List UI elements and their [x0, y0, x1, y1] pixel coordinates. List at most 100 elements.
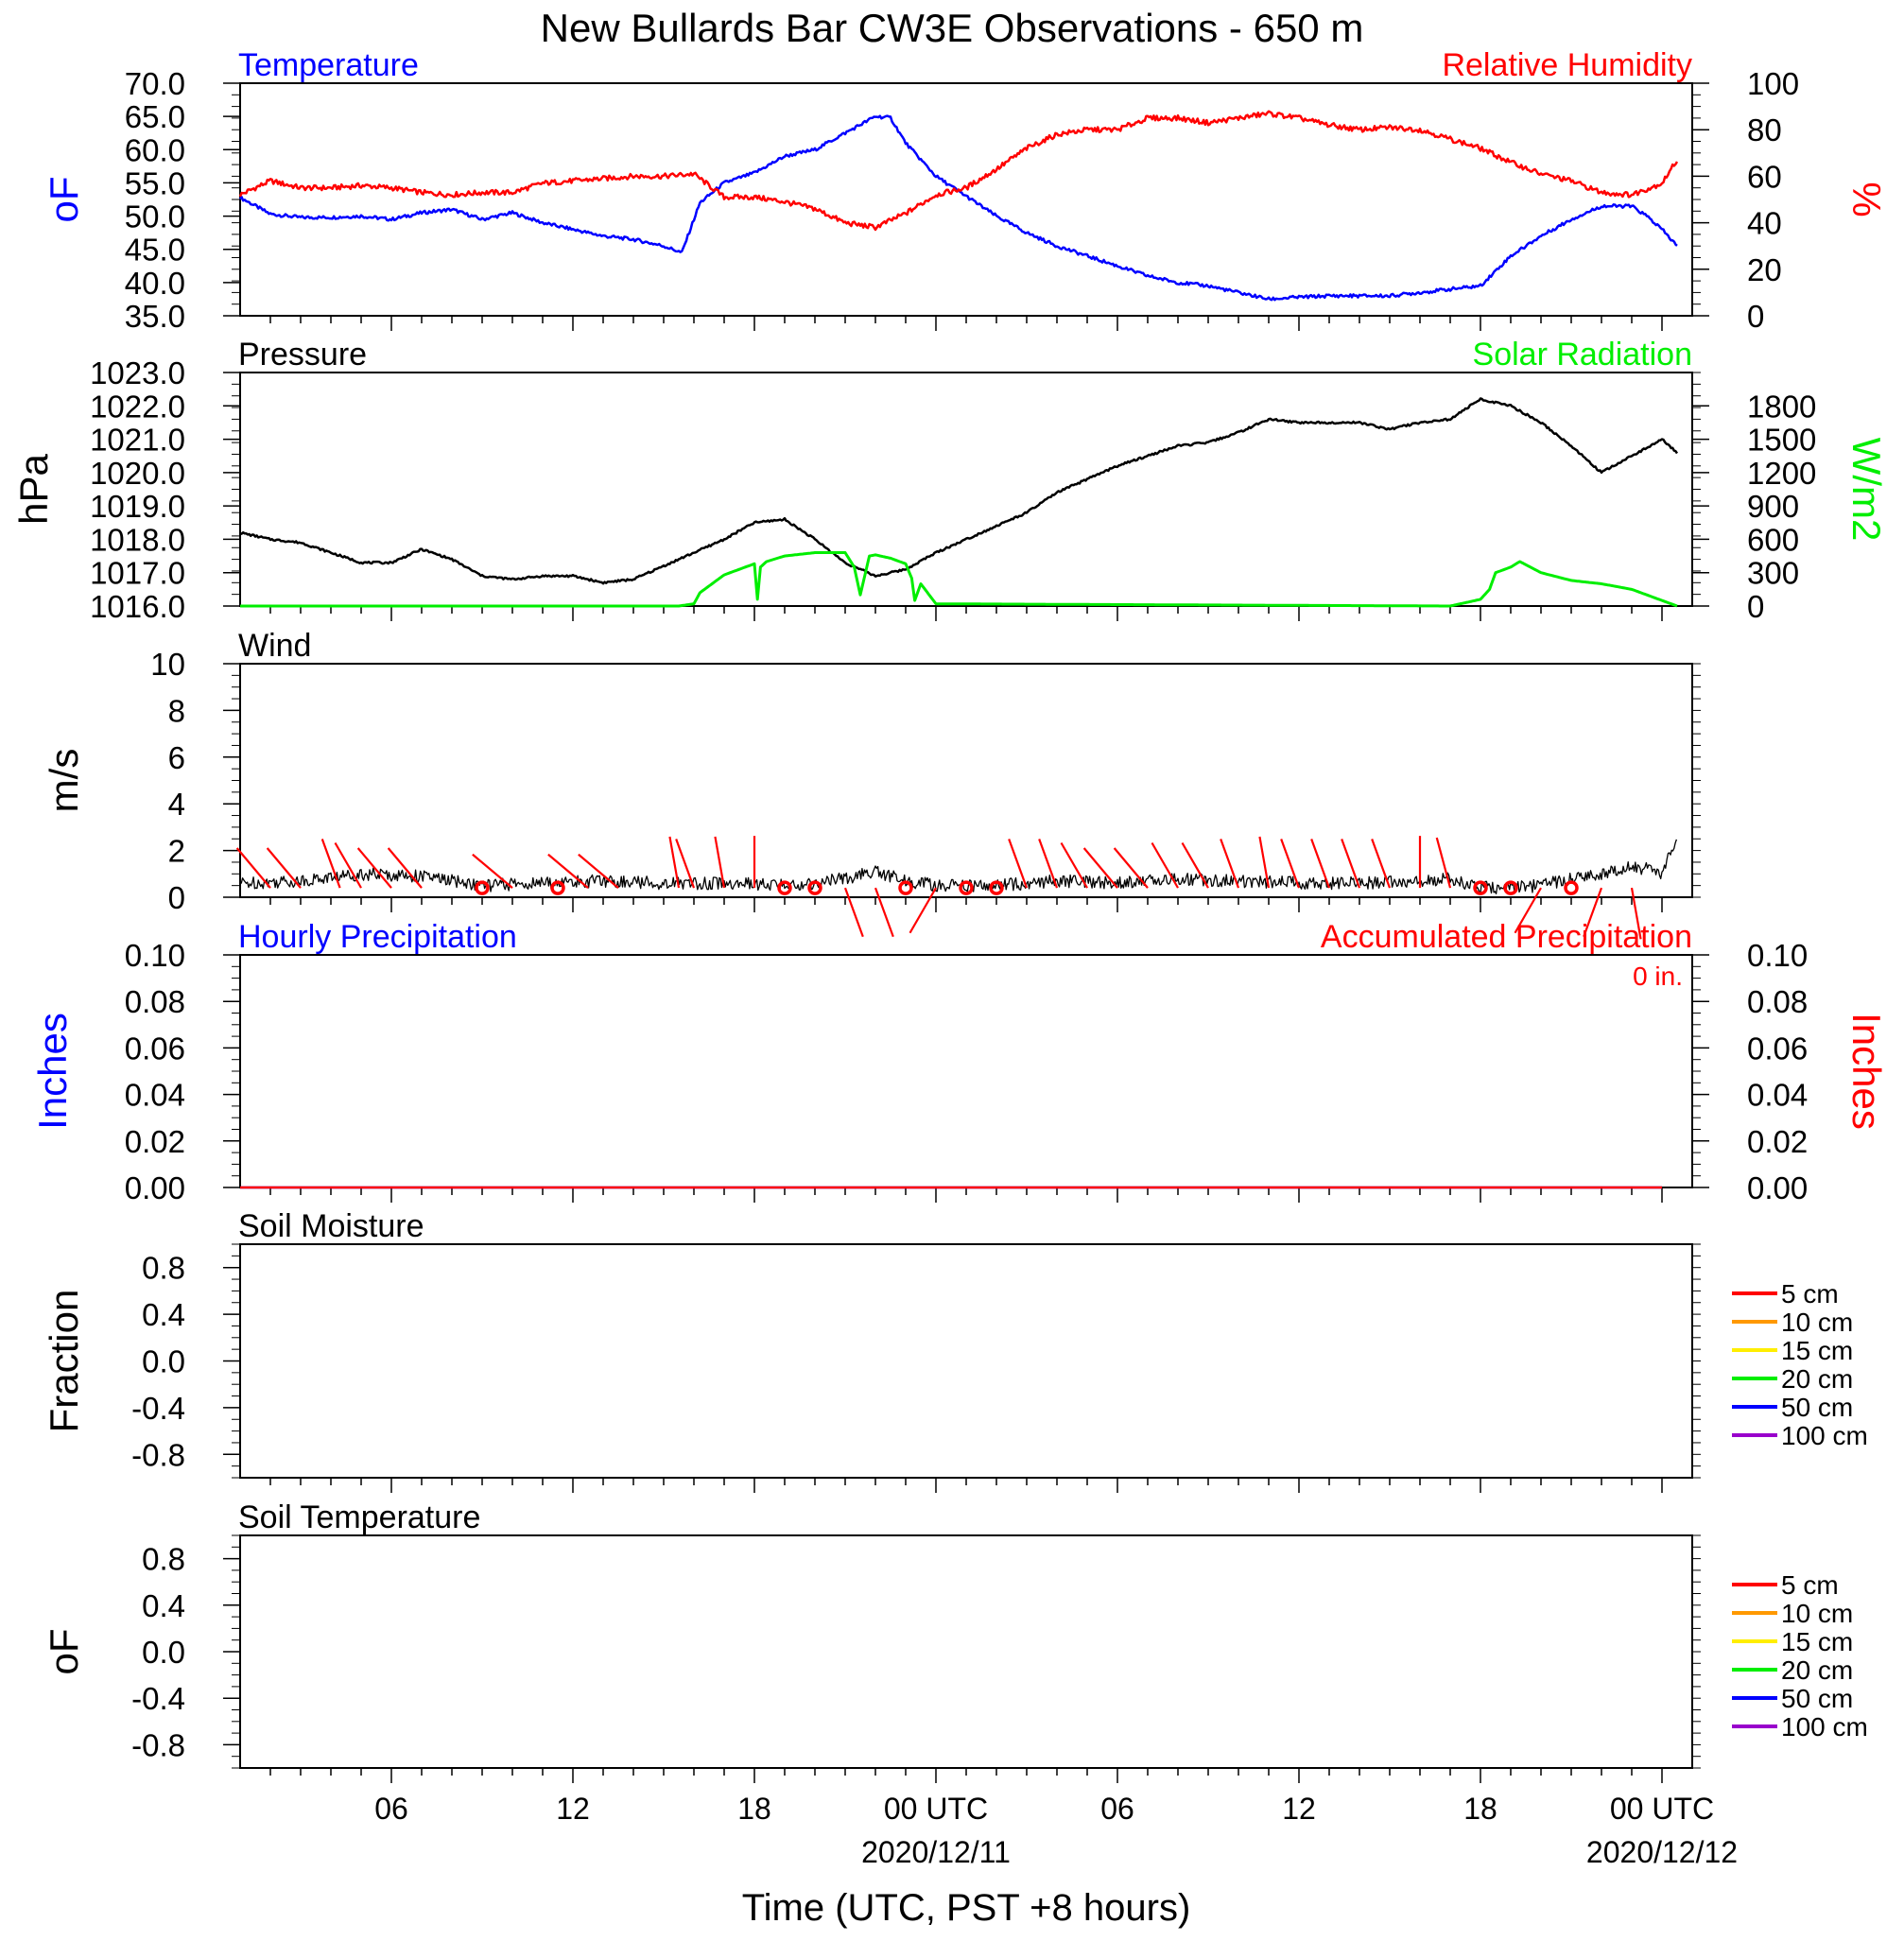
y-right-tick-label: 300 — [1747, 556, 1799, 591]
y-right-tick-label: 0.06 — [1747, 1031, 1808, 1066]
panels: 35.040.045.050.055.060.065.070.0Temperat… — [11, 47, 1889, 1869]
wind-barb — [1341, 839, 1361, 889]
wind-barb — [472, 853, 513, 889]
legend-label: 5 cm — [1781, 1279, 1839, 1308]
y-right-tick-label: 1200 — [1747, 456, 1816, 491]
y-right-tick-label: 600 — [1747, 522, 1799, 557]
y-left-tick-label: 0 — [168, 880, 185, 915]
y-right-tick-label: 1500 — [1747, 423, 1816, 458]
panel-title-left: Hourly Precipitation — [238, 919, 517, 955]
panel-title-left: Pressure — [238, 337, 367, 373]
y-left-tick-label: 40.0 — [125, 266, 185, 301]
y-left-tick-label: 0.08 — [125, 984, 185, 1019]
wind-barb — [1514, 887, 1542, 934]
accumulated-total-label: 0 in. — [1633, 962, 1683, 991]
legend-label: 15 cm — [1781, 1627, 1853, 1656]
panel-title-right: Relative Humidity — [1442, 47, 1692, 83]
wind-barb-calm — [989, 880, 1004, 895]
wind-barb — [235, 847, 271, 889]
y-left-tick-label: 1018.0 — [90, 522, 185, 557]
wind-barb — [909, 887, 937, 934]
wind-barb-calm — [475, 880, 490, 895]
wind-barb-calm — [777, 880, 792, 895]
y-left-tick-label: 65.0 — [125, 99, 185, 134]
y-left-tick-label: 55.0 — [125, 165, 185, 200]
y-right-tick-label: 100 — [1747, 66, 1799, 101]
y-right-tick-label: 0.08 — [1747, 984, 1808, 1019]
panel-3: 0 2 4 6 8 10 Wind m/s — [42, 628, 1701, 940]
wind-barb — [1181, 841, 1209, 889]
y-right-tick-label: 0.00 — [1747, 1170, 1808, 1205]
panel-4: 0.00 0.02 0.04 0.06 0.08 0.10 Hourly Precipita… — [30, 919, 1889, 1205]
y-right-tick-label: 0 — [1747, 589, 1764, 624]
wind-barb — [1583, 887, 1603, 938]
legend-label: 50 cm — [1781, 1393, 1853, 1422]
wind-barb — [874, 887, 894, 938]
series-pressure — [239, 397, 1679, 585]
y-left-tick-label: 1020.0 — [90, 456, 185, 491]
y-axis-label-right: % — [1844, 182, 1889, 217]
y-axis-label-left: oF — [42, 176, 86, 222]
x-tick-label: 12 — [1282, 1792, 1316, 1826]
y-left-tick-label: 0.04 — [125, 1078, 185, 1113]
y-left-tick-label: 45.0 — [125, 233, 185, 268]
y-left-tick-label: 0.00 — [125, 1170, 185, 1205]
wind-barb — [1220, 839, 1240, 889]
x-tick-label: 18 — [737, 1792, 771, 1826]
wind-barb — [1630, 887, 1642, 940]
y-left-tick-label: 1019.0 — [90, 489, 185, 524]
y-right-tick-label: 900 — [1747, 489, 1799, 524]
legend-label: 10 cm — [1781, 1599, 1853, 1628]
y-left-tick-label: 4 — [168, 787, 185, 822]
chart-title: New Bullards Bar CW3E Observations - 650… — [541, 6, 1364, 50]
y-axis-label-right: W/m2 — [1844, 438, 1889, 542]
x-tick-label: 06 — [374, 1792, 408, 1826]
wind-barb — [714, 836, 726, 889]
wind-barb — [320, 839, 341, 889]
y-left-tick-label: 50.0 — [125, 199, 185, 234]
x-tick-label: 18 — [1463, 1792, 1497, 1826]
y-left-tick-label: 60.0 — [125, 132, 185, 167]
legend-label: 50 cm — [1781, 1684, 1853, 1713]
wind-barb — [668, 836, 681, 889]
y-left-tick-label: 1022.0 — [90, 389, 185, 424]
y-right-tick-label: 0.04 — [1747, 1078, 1808, 1113]
wind-barb — [334, 841, 362, 889]
panel-2: 1016.01017.01018.01019.01020.01021.01022… — [11, 337, 1889, 624]
y-right-tick-label: 1800 — [1747, 389, 1816, 424]
legend-label: 5 cm — [1781, 1570, 1839, 1600]
wind-barb — [1280, 839, 1301, 889]
x-axis-label: Time (UTC, PST +8 hours) — [742, 1887, 1191, 1929]
y-left-tick-label: 0.10 — [125, 938, 185, 973]
legend-label: 15 cm — [1781, 1336, 1853, 1365]
y-left-tick-label: -0.4 — [131, 1391, 185, 1426]
y-right-tick-label: 60 — [1747, 159, 1782, 194]
y-axis-label-left: Fraction — [42, 1290, 86, 1433]
panel-title-left: Wind — [238, 628, 311, 664]
legend-label: 20 cm — [1781, 1655, 1853, 1685]
wind-barb — [356, 847, 392, 889]
y-left-tick-label: -0.8 — [131, 1437, 185, 1472]
x-tick-label: 00 UTC — [1610, 1792, 1714, 1826]
legend-label: 10 cm — [1781, 1308, 1853, 1337]
x-tick-date-label: 2020/12/12 — [1586, 1835, 1738, 1869]
y-left-tick-label: 1017.0 — [90, 556, 185, 591]
wind-barb — [1435, 837, 1452, 889]
y-left-tick-label: 10 — [150, 647, 185, 682]
y-right-tick-label: 40 — [1747, 206, 1782, 241]
y-axis-label-left: oF — [42, 1628, 86, 1674]
wind-barb — [1258, 836, 1271, 889]
wind-barb — [1113, 847, 1149, 889]
y-right-tick-label: 20 — [1747, 252, 1782, 287]
wind-barb — [266, 847, 302, 889]
y-axis-label-left: m/s — [42, 749, 86, 813]
panel-title-left: Soil Temperature — [238, 1499, 480, 1535]
y-left-tick-label: 0.06 — [125, 1031, 185, 1066]
x-axis-tick-labels: 06 12 18 00 UTC 2020/12/11 06 12 18 00 UTC 2020/1… — [374, 1792, 1738, 1869]
wind-barb — [1310, 839, 1331, 889]
panel-5: -0.8 -0.4 0.0 0.4 0.8 Soil Moisture Fraction 5 … — [42, 1208, 1868, 1493]
legend-label: 100 cm — [1781, 1712, 1868, 1742]
panel-title-left: Soil Moisture — [238, 1208, 424, 1244]
y-left-tick-label: 1016.0 — [90, 589, 185, 624]
